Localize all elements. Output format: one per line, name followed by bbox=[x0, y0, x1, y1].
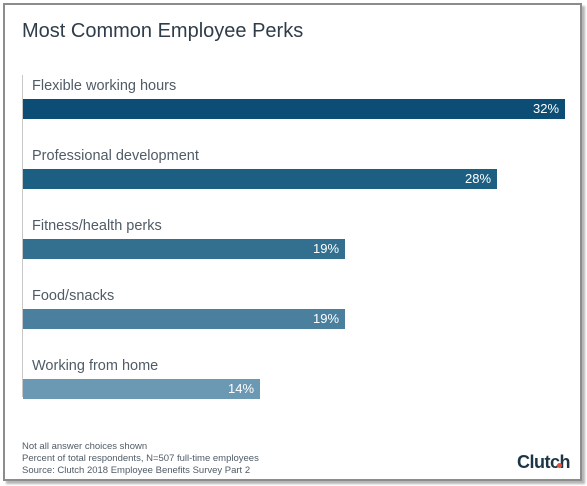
bar bbox=[23, 379, 260, 399]
footnote-respondents: Percent of total respondents, N=507 full… bbox=[22, 453, 259, 464]
data-label: 14% bbox=[228, 381, 255, 396]
data-label: 19% bbox=[313, 241, 340, 256]
bar bbox=[23, 99, 565, 119]
bar bbox=[23, 169, 497, 189]
clutch-logo-dot bbox=[557, 463, 562, 468]
clutch-logo: Clutch bbox=[517, 452, 571, 472]
category-label: Food/snacks bbox=[32, 288, 115, 304]
chart-title: Most Common Employee Perks bbox=[22, 20, 304, 42]
category-label: Flexible working hours bbox=[32, 78, 177, 94]
category-axis-line bbox=[22, 75, 23, 397]
bar bbox=[23, 309, 345, 329]
category-label: Fitness/health perks bbox=[32, 218, 162, 234]
data-label: 28% bbox=[465, 171, 492, 186]
bar bbox=[23, 239, 345, 259]
footnote-source: Source: Clutch 2018 Employee Benefits Su… bbox=[22, 465, 251, 476]
category-label: Working from home bbox=[32, 358, 159, 374]
category-label: Professional development bbox=[32, 148, 199, 164]
data-label: 19% bbox=[313, 311, 340, 326]
footnote-answer-choices: Not all answer choices shown bbox=[22, 441, 148, 452]
data-label: 32% bbox=[533, 101, 560, 116]
